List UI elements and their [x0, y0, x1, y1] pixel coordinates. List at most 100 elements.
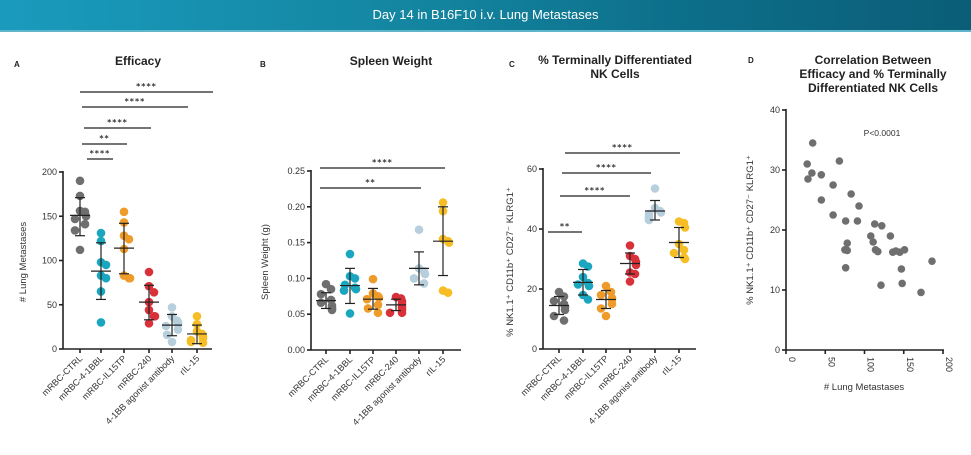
series-mrbc-il15tp — [362, 274, 384, 318]
series-mrbc-4-1bbl — [339, 249, 361, 318]
series-ril-15 — [433, 198, 454, 298]
data-point — [560, 305, 570, 315]
data-point — [680, 254, 690, 264]
data-point — [96, 318, 106, 327]
banner-title: Day 14 in B16F10 i.v. Lung Metastases — [372, 7, 599, 22]
data-point — [339, 286, 349, 295]
data-point — [847, 190, 855, 198]
data-point — [559, 316, 569, 325]
y-tick-label: 0.20 — [287, 202, 305, 212]
data-point — [900, 246, 909, 254]
significance-label: **** — [596, 163, 617, 172]
y-tick-label: 0.05 — [287, 309, 305, 319]
series-mrbc-4-1bbl — [91, 228, 111, 327]
data-point — [583, 262, 593, 271]
y-tick-label: 0.00 — [287, 345, 305, 355]
series-ril-15 — [669, 217, 690, 264]
data-point — [886, 232, 895, 240]
data-point — [119, 207, 129, 217]
data-point — [573, 280, 583, 289]
data-point — [841, 264, 850, 272]
panel-title-line-3: Differentiated NK Cells — [808, 81, 938, 95]
y-tick-label: 0 — [52, 344, 57, 354]
series-mrbc-ctrl — [70, 176, 91, 255]
panel-title-efficacy: Efficacy — [115, 54, 161, 68]
data-point — [631, 260, 641, 270]
page-banner: Day 14 in B16F10 i.v. Lung Metastases — [0, 0, 971, 32]
data-point — [119, 218, 129, 227]
data-point — [853, 217, 862, 225]
data-point — [192, 311, 202, 321]
y-axis-label: % NK1.1⁺ CD11b⁺ CD27⁻ KLRG1⁺ — [505, 187, 516, 337]
data-point — [817, 171, 826, 179]
data-point — [70, 214, 80, 224]
significance-label: **** — [136, 82, 157, 91]
data-point — [438, 198, 448, 207]
y-tick-label: 100 — [42, 256, 57, 266]
data-point — [397, 308, 407, 318]
data-point — [373, 308, 383, 318]
data-point — [917, 288, 925, 297]
data-point — [167, 303, 177, 312]
significance-label: **** — [372, 158, 393, 167]
data-point — [327, 305, 337, 315]
series-mrbc-il15tp — [114, 207, 135, 283]
y-tick-label: 0.25 — [287, 166, 305, 176]
data-point — [817, 196, 826, 204]
x-tick-label-ril-15: rIL-15 — [178, 353, 202, 377]
panel-terminal-nk: C % Terminally Differentiated NK Cells %… — [505, 53, 696, 426]
y-tick-label: 150 — [42, 211, 57, 221]
y-axis-label: # Lung Metastases — [18, 222, 29, 303]
data-point — [841, 217, 850, 225]
panel-title-line-2: NK Cells — [590, 67, 640, 81]
series-4-1bb-agonist-antibody — [409, 225, 430, 288]
data-point — [803, 160, 811, 168]
data-point — [607, 299, 617, 309]
data-point — [162, 330, 172, 340]
panel-efficacy: A Efficacy # Lung Metastases 0 50 100 150 20… — [14, 54, 213, 426]
data-point — [874, 247, 882, 256]
data-point — [345, 309, 355, 318]
panel-letter-c: C — [509, 60, 515, 69]
series-mrbc-240 — [620, 241, 641, 286]
data-point — [414, 225, 424, 235]
data-point — [345, 249, 355, 259]
data-point — [373, 300, 383, 310]
series-mrbc-ctrl — [316, 279, 337, 315]
y-axis-label: % NK1.1⁺ CD11b⁺ CD27⁻ KLRG1⁺ — [745, 155, 756, 305]
data-point — [584, 281, 594, 291]
y-tick-label: 200 — [42, 167, 57, 177]
data-point — [583, 295, 593, 304]
panel-spleen-weight: B Spleen Weight Spleen Weight (g) 0.00 0.… — [260, 54, 461, 427]
data-point — [443, 288, 453, 298]
data-point — [843, 239, 852, 247]
data-point — [596, 290, 606, 300]
data-point — [843, 246, 852, 255]
series-mrbc-240 — [139, 267, 160, 328]
data-point — [870, 220, 879, 228]
data-point — [70, 226, 80, 235]
significance-label: ** — [99, 134, 109, 143]
series-mrbc-4-1bbl — [573, 259, 594, 304]
data-point — [669, 248, 679, 258]
y-tick-label: 50 — [47, 300, 57, 310]
y-tick-label: 0 — [532, 344, 537, 354]
series-4-1bb-agonist-antibody — [161, 303, 183, 347]
data-point — [186, 337, 196, 347]
data-point — [368, 274, 378, 284]
panel-title-line-1: % Terminally Differentiated — [538, 53, 692, 67]
data-point — [869, 238, 877, 246]
data-point — [650, 184, 660, 193]
data-point — [192, 319, 202, 329]
y-tick-label: 30 — [770, 165, 780, 175]
data-point — [316, 289, 326, 299]
data-point — [855, 202, 863, 210]
series-ril-15 — [186, 311, 208, 348]
data-point — [75, 245, 85, 255]
y-tick-label: 40 — [527, 224, 537, 234]
data-point — [144, 319, 154, 328]
data-point — [892, 247, 900, 255]
data-point — [656, 208, 666, 217]
data-point — [829, 181, 837, 189]
significance-label: ** — [365, 178, 375, 187]
